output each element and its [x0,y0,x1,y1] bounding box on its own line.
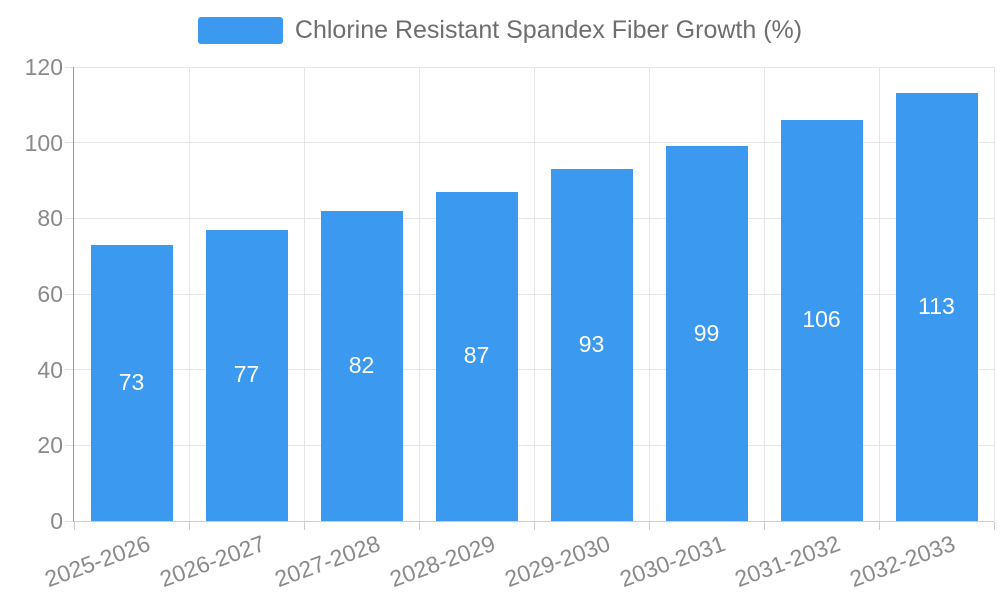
y-axis-label: 20 [37,432,63,459]
x-axis-label: 2031-2032 [730,530,844,593]
bar[interactable]: 73 [90,244,173,521]
x-axis-label: 2025-2026 [40,530,154,593]
x-axis-tick [73,522,75,530]
x-axis-label: 2027-2028 [270,530,384,593]
x-gridline [993,67,995,521]
x-gridline [418,67,420,521]
bar[interactable]: 106 [780,119,863,521]
bar-value-label: 82 [348,351,375,378]
x-gridline [763,67,765,521]
x-axis-tick [303,522,305,530]
bar-value-label: 93 [578,331,605,358]
x-axis-label: 2029-2030 [500,530,614,593]
y-axis-label: 40 [37,356,63,383]
bar[interactable]: 87 [435,191,518,521]
bar[interactable]: 113 [895,93,978,521]
y-axis-tick [65,142,73,144]
x-axis-label: 2032-2033 [845,530,959,593]
y-axis-label: 60 [37,281,63,307]
y-axis-tick [65,444,73,446]
y-axis-tick [65,217,73,219]
x-axis-label: 2030-2031 [615,530,729,593]
x-gridline [648,67,650,521]
y-axis-label: 100 [24,129,63,156]
legend-item[interactable]: Chlorine Resistant Spandex Fiber Growth … [0,15,1000,45]
legend-label: Chlorine Resistant Spandex Fiber Growth … [294,16,803,44]
x-gridline [303,67,305,521]
bar[interactable]: 99 [665,146,748,521]
y-axis-tick [65,66,73,68]
plot-area: 73 77 82 87 93 99 106 113 [65,66,995,530]
x-axis-tick [878,522,880,530]
bar[interactable]: 93 [550,169,633,521]
y-axis-tick [65,520,73,522]
bar-value-label: 77 [233,361,260,388]
x-axis-tick [648,522,650,530]
y-axis-tick [65,293,73,295]
bar-value-label: 113 [918,293,955,320]
bar-value-label: 87 [463,342,490,369]
x-axis-tick [763,522,765,530]
x-axis-tick [993,522,995,530]
x-gridline [878,67,880,521]
x-axis-label: 2028-2029 [385,530,499,593]
y-axis-label: 120 [24,54,63,80]
x-axis-label: 2026-2027 [155,530,269,593]
y-axis-label: 0 [50,508,63,534]
bar[interactable]: 82 [320,210,403,521]
bar-value-label: 106 [802,306,841,333]
bar-value-label: 73 [118,368,145,395]
x-axis-tick [188,522,190,530]
bar-value-label: 99 [693,319,720,346]
y-axis-label: 80 [37,205,63,232]
x-gridline [533,67,535,521]
y-axis-tick [65,369,73,371]
bar[interactable]: 77 [205,229,288,521]
x-axis-tick [533,522,535,530]
x-gridline [188,67,190,521]
x-axis-tick [418,522,420,530]
legend-swatch-icon [197,16,283,44]
